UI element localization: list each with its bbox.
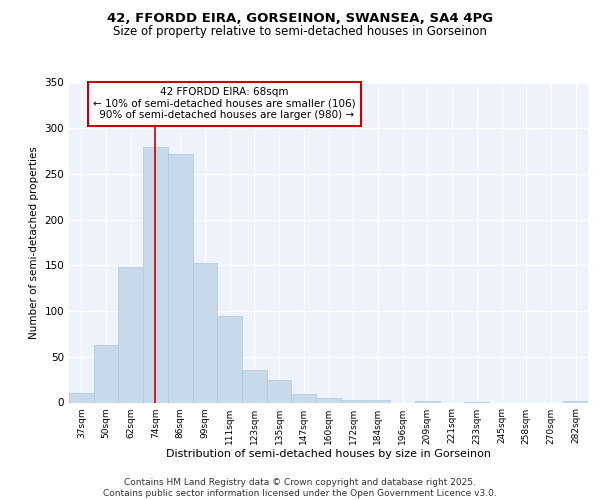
Text: Contains HM Land Registry data © Crown copyright and database right 2025.
Contai: Contains HM Land Registry data © Crown c… <box>103 478 497 498</box>
Bar <box>69 394 94 402</box>
Bar <box>563 400 588 402</box>
Bar <box>217 316 242 402</box>
Bar <box>292 394 316 402</box>
Text: 42 FFORDD EIRA: 68sqm
← 10% of semi-detached houses are smaller (106)
 90% of se: 42 FFORDD EIRA: 68sqm ← 10% of semi-deta… <box>94 88 356 120</box>
Text: 42, FFORDD EIRA, GORSEINON, SWANSEA, SA4 4PG: 42, FFORDD EIRA, GORSEINON, SWANSEA, SA4… <box>107 12 493 26</box>
Bar <box>415 400 440 402</box>
Y-axis label: Number of semi-detached properties: Number of semi-detached properties <box>29 146 39 339</box>
Bar <box>118 267 143 402</box>
Bar <box>316 398 341 402</box>
Bar <box>94 345 118 403</box>
Bar <box>267 380 292 402</box>
Bar <box>365 400 390 402</box>
Bar <box>341 400 365 402</box>
Bar <box>242 370 267 402</box>
Bar <box>193 262 217 402</box>
Text: Size of property relative to semi-detached houses in Gorseinon: Size of property relative to semi-detach… <box>113 25 487 38</box>
Bar <box>168 154 193 402</box>
Bar <box>143 146 168 402</box>
X-axis label: Distribution of semi-detached houses by size in Gorseinon: Distribution of semi-detached houses by … <box>166 450 491 460</box>
